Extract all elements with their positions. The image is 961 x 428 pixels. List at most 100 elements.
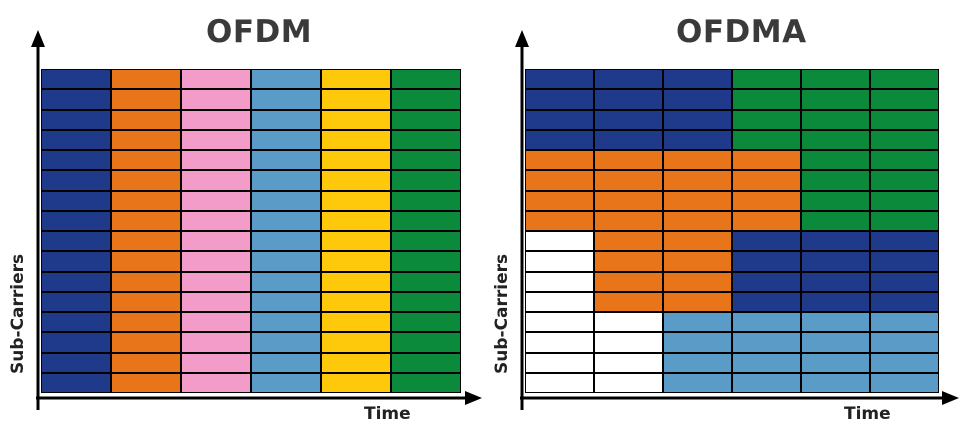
x-axis-arrow xyxy=(942,391,959,405)
subcarrier-cell xyxy=(663,231,732,252)
subcarrier-cell xyxy=(801,150,870,171)
subcarrier-cell xyxy=(801,89,870,110)
subcarrier-cell xyxy=(870,89,939,110)
subcarrier-cell xyxy=(663,352,732,373)
subcarrier-cell xyxy=(870,251,939,272)
subcarrier-cell xyxy=(870,190,939,211)
subcarrier-cell xyxy=(111,170,181,191)
subcarrier-cell xyxy=(525,312,594,333)
subcarrier-cell xyxy=(391,150,461,171)
subcarrier-cell xyxy=(525,89,594,110)
subcarrier-cell xyxy=(391,129,461,150)
subcarrier-cell xyxy=(321,89,391,110)
subcarrier-cell xyxy=(594,291,663,312)
subcarrier-cell xyxy=(594,312,663,333)
subcarrier-cell xyxy=(870,352,939,373)
subcarrier-cell xyxy=(181,372,251,393)
subcarrier-cell xyxy=(801,352,870,373)
subcarrier-cell xyxy=(732,231,801,252)
subcarrier-cell xyxy=(181,150,251,171)
subcarrier-cell xyxy=(181,170,251,191)
subcarrier-cell xyxy=(181,352,251,373)
x-axis-label: Time xyxy=(844,404,891,424)
subcarrier-cell xyxy=(732,210,801,231)
subcarrier-cell xyxy=(321,210,391,231)
subcarrier-cell xyxy=(663,251,732,272)
subcarrier-cell xyxy=(41,231,111,252)
subcarrier-cell xyxy=(732,291,801,312)
subcarrier-cell xyxy=(801,332,870,353)
y-axis-arrow xyxy=(515,30,529,47)
subcarrier-cell xyxy=(321,271,391,292)
subcarrier-cell xyxy=(870,109,939,130)
subcarrier-cell xyxy=(111,271,181,292)
subcarrier-cell xyxy=(41,291,111,312)
subcarrier-cell xyxy=(321,129,391,150)
subcarrier-cell xyxy=(181,231,251,252)
subcarrier-cell xyxy=(663,109,732,130)
subcarrier-cell xyxy=(181,89,251,110)
subcarrier-cell xyxy=(41,210,111,231)
subcarrier-cell xyxy=(663,69,732,90)
subcarrier-cell xyxy=(111,109,181,130)
y-axis-label: Sub-Carriers xyxy=(8,253,28,374)
subcarrier-cell xyxy=(251,312,321,333)
subcarrier-cell xyxy=(181,332,251,353)
subcarrier-cell xyxy=(663,291,732,312)
subcarrier-cell xyxy=(251,352,321,373)
subcarrier-cell xyxy=(251,89,321,110)
subcarrier-cell xyxy=(801,170,870,191)
subcarrier-cell xyxy=(663,150,732,171)
y-axis-label: Sub-Carriers xyxy=(492,253,512,374)
subcarrier-cell xyxy=(321,251,391,272)
ofdma-panel: OFDMA Sub-Carriers Time xyxy=(480,0,961,428)
subcarrier-cell xyxy=(391,89,461,110)
subcarrier-cell xyxy=(391,231,461,252)
subcarrier-cell xyxy=(525,190,594,211)
subcarrier-cell xyxy=(251,251,321,272)
subcarrier-cell xyxy=(732,251,801,272)
subcarrier-cell xyxy=(111,231,181,252)
subcarrier-cell xyxy=(111,312,181,333)
panel-title: OFDMA xyxy=(676,14,807,50)
subcarrier-cell xyxy=(663,332,732,353)
subcarrier-cell xyxy=(525,372,594,393)
subcarrier-cell xyxy=(41,312,111,333)
subcarrier-cell xyxy=(525,150,594,171)
subcarrier-cell xyxy=(594,271,663,292)
subcarrier-cell xyxy=(321,312,391,333)
subcarrier-cell xyxy=(525,109,594,130)
subcarrier-cell xyxy=(594,372,663,393)
subcarrier-cell xyxy=(801,129,870,150)
subcarrier-cell xyxy=(525,271,594,292)
subcarrier-cell xyxy=(321,190,391,211)
subcarrier-cell xyxy=(41,69,111,90)
subcarrier-cell xyxy=(732,89,801,110)
subcarrier-cell xyxy=(870,332,939,353)
subcarrier-cell xyxy=(663,190,732,211)
subcarrier-cell xyxy=(870,150,939,171)
subcarrier-cell xyxy=(870,210,939,231)
subcarrier-cell xyxy=(391,190,461,211)
subcarrier-cell xyxy=(111,332,181,353)
subcarrier-cell xyxy=(525,210,594,231)
subcarrier-cell xyxy=(111,69,181,90)
subcarrier-cell xyxy=(391,352,461,373)
subcarrier-cell xyxy=(732,109,801,130)
subcarrier-cell xyxy=(321,150,391,171)
subcarrier-cell xyxy=(870,129,939,150)
subcarrier-cell xyxy=(41,332,111,353)
subcarrier-cell xyxy=(111,150,181,171)
subcarrier-cell xyxy=(251,291,321,312)
subcarrier-cell xyxy=(181,312,251,333)
subcarrier-cell xyxy=(391,312,461,333)
subcarrier-cell xyxy=(181,291,251,312)
subcarrier-cell xyxy=(251,210,321,231)
subcarrier-grid xyxy=(41,69,461,393)
subcarrier-cell xyxy=(321,69,391,90)
subcarrier-cell xyxy=(391,271,461,292)
subcarrier-cell xyxy=(801,190,870,211)
subcarrier-cell xyxy=(321,372,391,393)
subcarrier-cell xyxy=(594,170,663,191)
subcarrier-cell xyxy=(663,271,732,292)
